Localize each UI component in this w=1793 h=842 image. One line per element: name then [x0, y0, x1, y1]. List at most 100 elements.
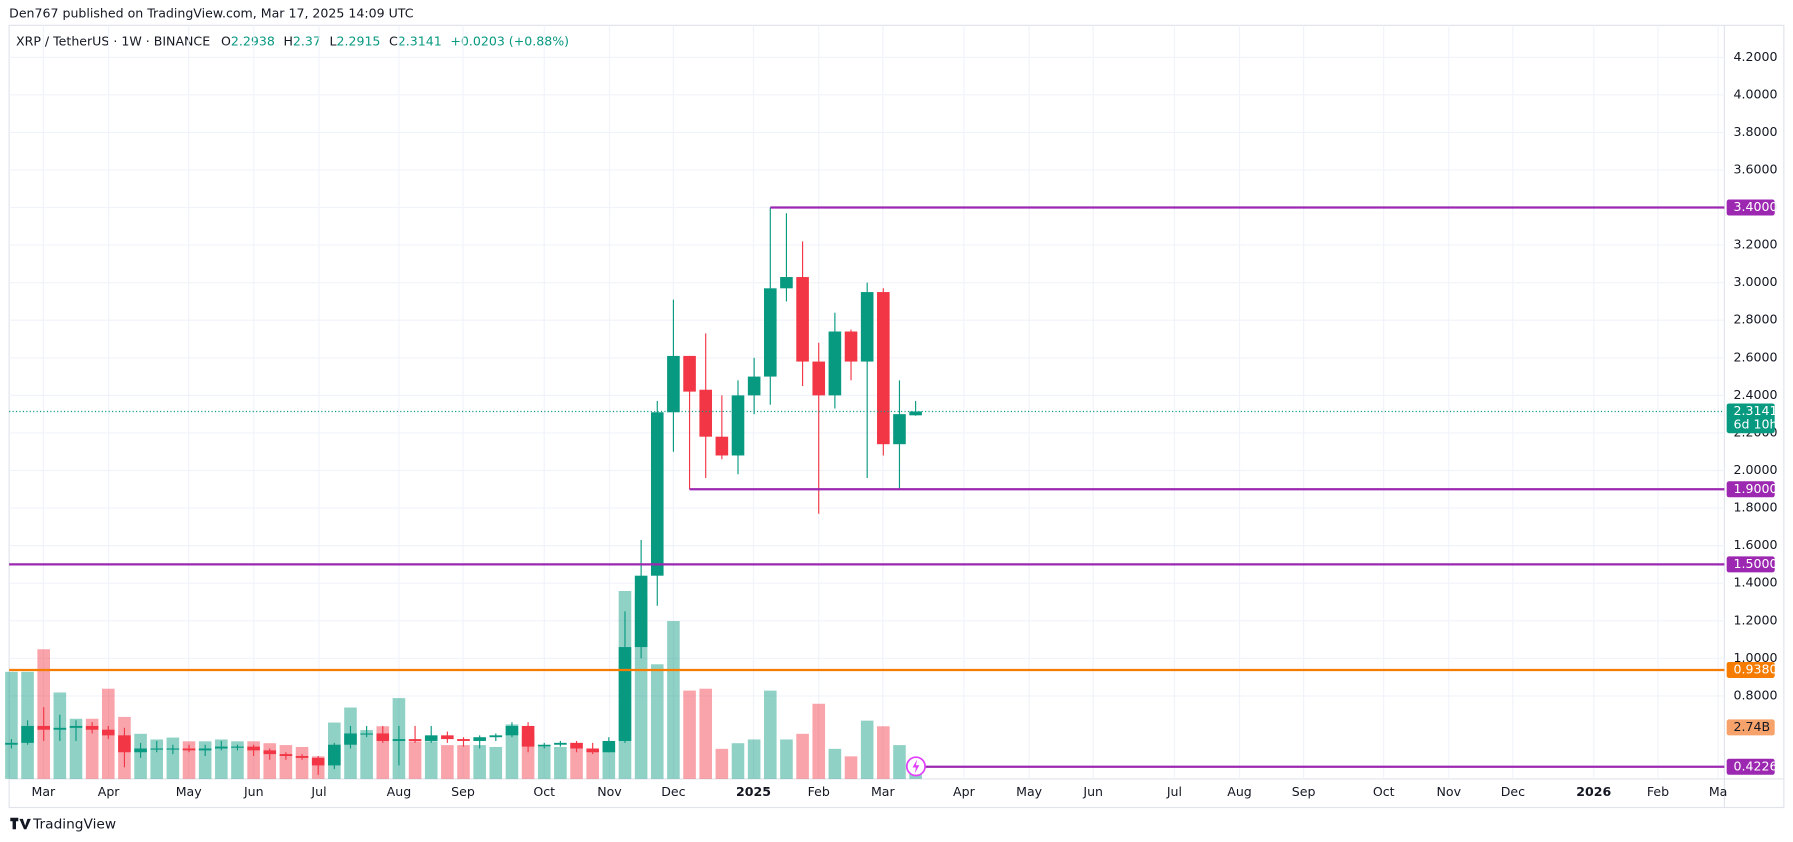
x-tick-label: Aug	[387, 784, 412, 799]
y-tick-label: 2.8000	[1734, 312, 1778, 327]
volume-bar	[780, 739, 793, 779]
x-tick-label: Mar	[871, 784, 896, 799]
volume-bar	[683, 690, 696, 779]
candle-body	[21, 725, 34, 743]
volume-bar	[5, 671, 18, 779]
field: C	[389, 33, 398, 48]
volume-bar	[877, 726, 890, 779]
level-label-box	[1726, 556, 1775, 573]
candle-body	[295, 755, 309, 758]
x-tick-label: May	[1016, 784, 1043, 799]
frame	[8, 24, 1785, 809]
volume-bar	[747, 739, 761, 779]
y-tick-label: 1.4000	[1734, 575, 1778, 590]
candle-body	[424, 735, 438, 741]
volume-bar	[537, 746, 551, 779]
alert-icon	[905, 756, 926, 777]
volume-bar	[828, 748, 842, 779]
y-tick-label: 3.0000	[1734, 274, 1778, 289]
candle-body	[537, 744, 551, 747]
volume-bar	[441, 745, 454, 779]
y-tick-label: 1.8000	[1734, 500, 1778, 515]
x-tick-label: Oct	[1373, 784, 1395, 799]
levels	[9, 206, 1725, 768]
candle-body	[134, 748, 147, 753]
candle-body	[554, 742, 567, 745]
volume-bar	[602, 745, 616, 779]
y-tick-label: 1.2000	[1734, 612, 1778, 627]
volume-bar	[182, 741, 196, 779]
candle-body	[877, 292, 890, 445]
level-label: 3.4000	[1734, 199, 1778, 214]
close-value: 2.3141	[398, 33, 442, 48]
candle-body	[796, 277, 809, 362]
candle-body	[667, 355, 680, 413]
candle-body	[602, 740, 616, 753]
x-tick-label: Aug	[1227, 784, 1252, 799]
y-tick-label: 3.2000	[1734, 237, 1778, 252]
y-tick-label: 1.0000	[1734, 650, 1778, 665]
y-tick-label: 2.6000	[1734, 349, 1778, 364]
volume-bar	[69, 718, 83, 779]
x-tick-label: Dec	[1501, 784, 1525, 799]
x-tick-label: Jun	[243, 784, 264, 799]
y-tick-label: 4.2000	[1734, 49, 1778, 64]
volume-bar	[215, 739, 228, 779]
y-tick-label: 4.0000	[1734, 86, 1778, 101]
legend: XRP / TetherUS · 1W · BINANCE O2.2938 H2…	[16, 33, 569, 48]
volume-bar	[844, 756, 858, 779]
candle-body	[69, 725, 83, 728]
y-tick-label: 3.8000	[1734, 124, 1778, 139]
candle-body	[715, 436, 729, 456]
volume-bar	[570, 746, 583, 779]
x-tick-label: Sep	[1292, 784, 1316, 799]
last-price-label: 2.3141	[1734, 403, 1778, 418]
candle-body	[570, 742, 583, 749]
candle-body	[812, 361, 826, 396]
y-tick-label: 2.0000	[1734, 462, 1778, 477]
candle-body	[344, 733, 357, 745]
x-tick-label: 2026	[1576, 784, 1611, 799]
volume-bar	[699, 688, 713, 779]
level-label-box	[1726, 758, 1775, 775]
candle-body	[37, 725, 50, 730]
volume-bar	[554, 746, 567, 779]
open-value: 2.2938	[231, 33, 275, 48]
volume-bar	[586, 750, 599, 779]
volume-bar	[166, 737, 180, 779]
volume-bar	[279, 745, 293, 779]
level-label: 1.5000	[1734, 556, 1778, 571]
volume-bar	[731, 743, 745, 779]
level-label-box	[1726, 661, 1775, 678]
change: +0.0203 (+0.88%)	[450, 33, 569, 48]
volume-bar	[457, 745, 470, 779]
candle-body	[263, 750, 277, 755]
candle-body	[166, 748, 180, 750]
candle-body	[408, 739, 422, 741]
field: O	[221, 33, 231, 48]
candle-body	[731, 395, 745, 456]
candle-body	[893, 414, 906, 445]
candle-body	[650, 412, 664, 576]
volume-bar	[85, 718, 99, 779]
candle-body	[909, 411, 922, 416]
x-tick-label: Jun	[1082, 784, 1103, 799]
candle-body	[844, 331, 858, 362]
volume-bar	[812, 703, 826, 779]
footer-logo: TradingView	[10, 817, 116, 833]
candle-body	[247, 746, 260, 751]
volume-bar	[893, 745, 906, 779]
x-tick-label: Jul	[310, 784, 326, 799]
volume-bar	[247, 741, 260, 779]
field: H	[283, 33, 292, 48]
candle-body	[392, 739, 406, 741]
low-value: 2.2915	[336, 33, 380, 48]
candle-body	[101, 729, 115, 736]
level-label: 0.4226	[1734, 758, 1778, 773]
candle-body	[441, 735, 454, 740]
countdown: 6d 10h	[1734, 417, 1778, 432]
candle-body	[618, 647, 632, 741]
volume-bar	[198, 741, 212, 779]
x-tick-label: 2025	[736, 784, 771, 799]
